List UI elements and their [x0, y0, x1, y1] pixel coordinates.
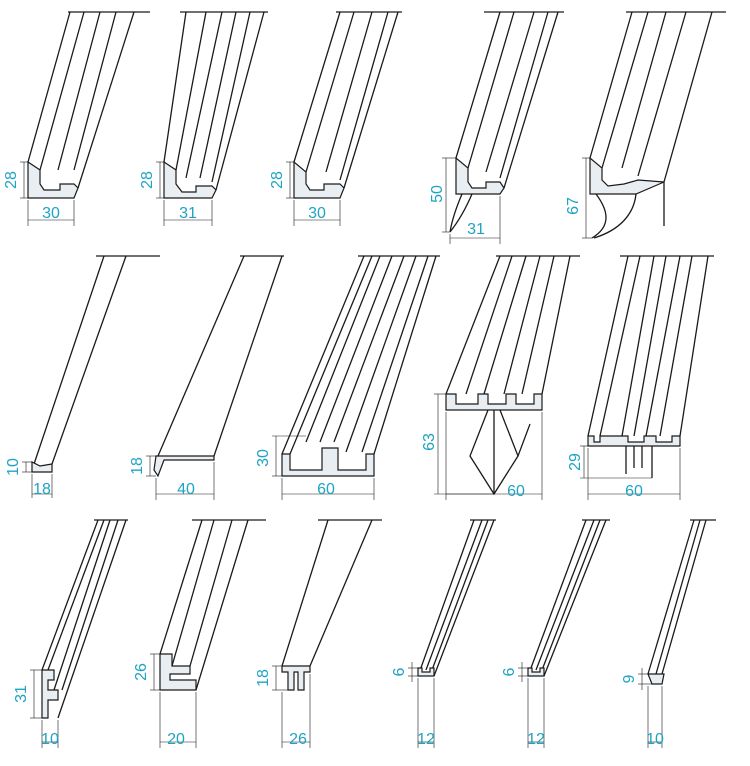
- height-label: 18: [129, 457, 146, 475]
- width-label: 10: [41, 731, 59, 748]
- width-label: 60: [317, 481, 335, 498]
- width-label: 12: [527, 731, 545, 748]
- height-label: 29: [567, 453, 584, 471]
- width-label: 12: [417, 731, 435, 748]
- height-label: 31: [13, 685, 30, 703]
- profile-3: 28 30: [269, 11, 402, 226]
- profile-9: 63 60: [421, 255, 580, 500]
- profile-1: 28 30: [3, 11, 150, 226]
- height-label: 28: [269, 171, 286, 189]
- profile-2: 28 31: [139, 11, 268, 226]
- height-label: 18: [255, 669, 272, 687]
- width-label: 60: [507, 483, 525, 500]
- width-label: 30: [42, 205, 60, 222]
- height-label: 63: [421, 433, 438, 451]
- profile-10: 29 60: [567, 255, 714, 500]
- profile-7: 18 40: [129, 255, 284, 500]
- height-label: 30: [255, 449, 272, 467]
- width-label: 60: [625, 483, 643, 500]
- height-label: 6: [391, 667, 408, 676]
- width-label: 30: [308, 205, 326, 222]
- height-label: 6: [501, 667, 518, 676]
- width-label: 31: [179, 205, 197, 222]
- width-label: 31: [467, 221, 485, 238]
- profile-11: 31 10: [13, 519, 128, 748]
- height-label: 26: [133, 663, 150, 681]
- height-label: 28: [3, 171, 20, 189]
- height-label: 28: [139, 171, 156, 189]
- height-label: 67: [565, 197, 582, 215]
- height-label: 50: [429, 185, 446, 203]
- profile-14: 6 12: [391, 519, 496, 748]
- width-label: 18: [33, 481, 51, 498]
- width-label: 20: [167, 731, 185, 748]
- profile-5: 67: [565, 11, 726, 239]
- width-label: 26: [289, 731, 307, 748]
- width-label: 40: [177, 481, 195, 498]
- profile-4: 50 31: [429, 11, 564, 244]
- height-label: 10: [5, 458, 22, 476]
- profile-8: 30 60: [255, 255, 440, 500]
- height-label: 9: [621, 674, 638, 683]
- profile-13: 18 26: [255, 519, 382, 748]
- profile-16: 9 10: [621, 519, 716, 748]
- profile-6: 10 18: [5, 255, 160, 498]
- profile-12: 26 20: [133, 519, 266, 748]
- profile-15: 6 12: [501, 519, 610, 748]
- width-label: 10: [646, 731, 664, 748]
